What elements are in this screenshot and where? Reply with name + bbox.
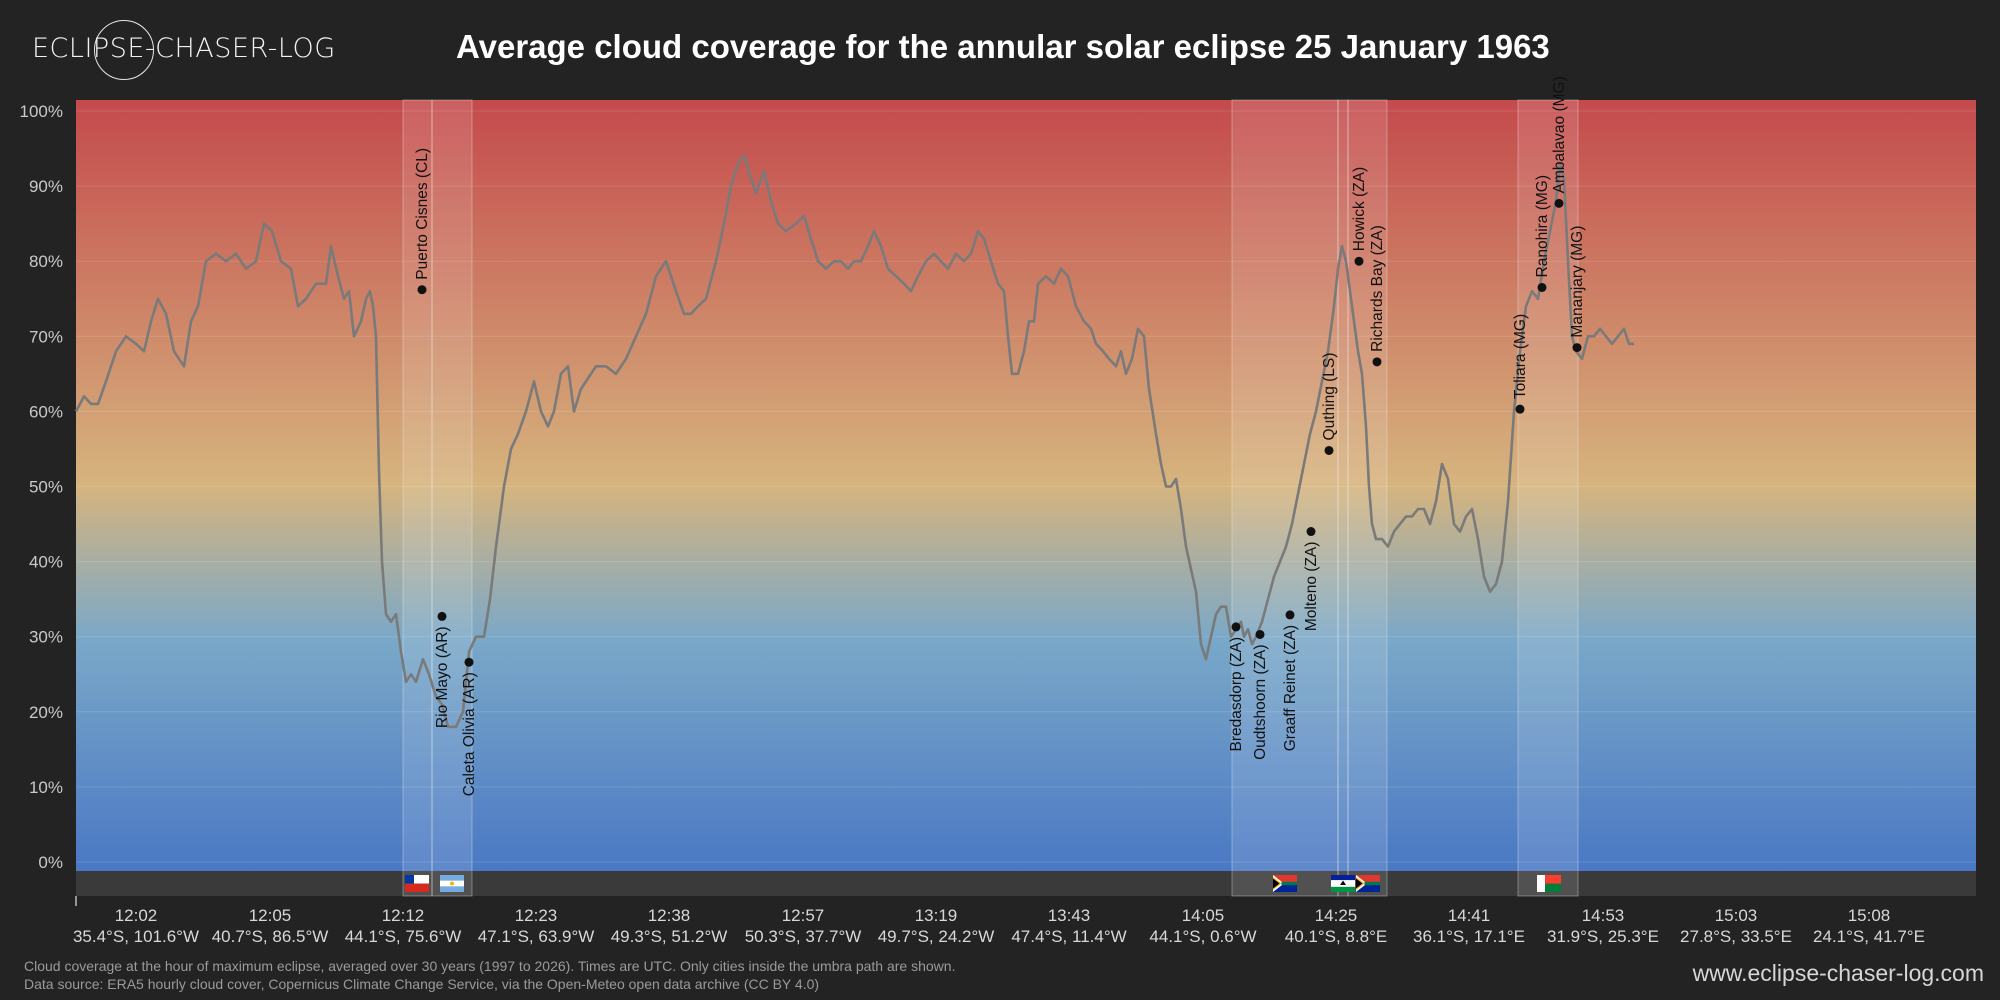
flag-za bbox=[1273, 875, 1297, 892]
footnote: Cloud coverage at the hour of maximum ec… bbox=[24, 957, 955, 993]
y-tick-label: 70% bbox=[29, 327, 63, 346]
city-label: Bredasdorp (ZA) bbox=[1228, 637, 1245, 752]
y-tick-label: 40% bbox=[29, 553, 63, 572]
x-tick-coord: 50.3°S, 37.7°W bbox=[745, 927, 862, 946]
city-label: Molteno (ZA) bbox=[1303, 542, 1320, 632]
shaded-bands bbox=[402, 99, 1579, 897]
eclipse-band bbox=[402, 99, 433, 897]
city-label: Richards Bay (ZA) bbox=[1369, 225, 1386, 352]
y-tick-label: 80% bbox=[29, 252, 63, 271]
x-tick-coord: 47.1°S, 63.9°W bbox=[478, 927, 595, 946]
x-tick-time: 12:12 bbox=[382, 906, 425, 925]
y-tick-label: 50% bbox=[29, 478, 63, 497]
city-marker bbox=[1306, 527, 1316, 537]
city-marker bbox=[1255, 629, 1265, 639]
y-tick-label: 90% bbox=[29, 177, 63, 196]
city-label: Ambalavao (MG) bbox=[1551, 76, 1568, 193]
y-tick-label: 20% bbox=[29, 703, 63, 722]
x-tick-time: 14:53 bbox=[1582, 906, 1625, 925]
x-tick-time: 14:41 bbox=[1448, 906, 1491, 925]
city-marker bbox=[1285, 610, 1295, 620]
x-tick-time: 15:03 bbox=[1715, 906, 1758, 925]
city-label: Rio Mayo (AR) bbox=[434, 626, 451, 728]
city-label: Puerto Cisnes (CL) bbox=[414, 148, 431, 280]
x-tick-time: 14:05 bbox=[1182, 906, 1225, 925]
x-tick-coord: 24.1°S, 41.7°E bbox=[1813, 927, 1925, 946]
x-tick-coord: 31.9°S, 25.3°E bbox=[1547, 927, 1659, 946]
flag-cl bbox=[405, 875, 429, 892]
city-marker bbox=[1372, 357, 1382, 367]
city-marker bbox=[1515, 404, 1525, 414]
country-flags bbox=[405, 875, 1561, 892]
chart-title: Average cloud coverage for the annular s… bbox=[456, 28, 1550, 65]
city-marker bbox=[1354, 256, 1364, 266]
city-marker bbox=[1537, 282, 1547, 292]
flag-mg bbox=[1537, 875, 1561, 892]
x-tick-coord: 40.1°S, 8.8°E bbox=[1285, 927, 1387, 946]
flag-ar bbox=[440, 875, 464, 892]
x-tick-coord: 27.8°S, 33.5°E bbox=[1680, 927, 1792, 946]
x-tick-time: 13:43 bbox=[1048, 906, 1091, 925]
city-label: Toliara (MG) bbox=[1512, 314, 1529, 399]
x-tick-coord: 40.7°S, 86.5°W bbox=[212, 927, 329, 946]
city-marker bbox=[1231, 622, 1241, 632]
x-tick-coord: 44.1°S, 75.6°W bbox=[345, 927, 462, 946]
logo-text: ECLIPSE-CHASER-LOG bbox=[32, 33, 336, 64]
x-tick-coord: 49.3°S, 51.2°W bbox=[611, 927, 728, 946]
city-markers: Puerto Cisnes (CL) Rio Mayo (AR) Caleta Ol… bbox=[414, 76, 1586, 796]
city-label: Howick (ZA) bbox=[1351, 167, 1368, 251]
city-label: Quthing (LS) bbox=[1321, 353, 1338, 441]
city-label: Ranohira (MG) bbox=[1534, 175, 1551, 278]
flag-za bbox=[1356, 875, 1380, 892]
logo-ring bbox=[94, 20, 154, 80]
x-tick-time: 12:02 bbox=[115, 906, 158, 925]
x-tick-coord: 36.1°S, 17.1°E bbox=[1413, 927, 1525, 946]
x-tick-time: 12:38 bbox=[648, 906, 691, 925]
y-tick-label: 60% bbox=[29, 402, 63, 421]
x-tick-coord: 47.4°S, 11.4°W bbox=[1011, 927, 1126, 946]
grid-lines bbox=[76, 110, 1976, 863]
logo: ECLIPSE-CHASER-LOG bbox=[32, 18, 352, 82]
plot-background bbox=[76, 100, 1976, 871]
x-tick-time: 12:57 bbox=[782, 906, 825, 925]
series-line bbox=[74, 154, 1634, 729]
x-tick-time: 15:08 bbox=[1848, 906, 1891, 925]
x-tick-time: 13:19 bbox=[915, 906, 958, 925]
y-tick-label: 10% bbox=[29, 778, 63, 797]
x-tick-time: 14:25 bbox=[1315, 906, 1358, 925]
city-label: Caleta Olivia (AR) bbox=[461, 672, 478, 796]
footnote-line-2: Data source: ERA5 hourly cloud cover, Co… bbox=[24, 976, 820, 992]
city-marker bbox=[437, 611, 447, 621]
y-axis: 0% 10% 20% 30% 40% 50% 60% 70% 80% 90% 100% bbox=[20, 102, 63, 872]
y-tick-label: 0% bbox=[38, 853, 63, 872]
x-tick-time: 12:05 bbox=[249, 906, 292, 925]
x-tick-coord: 35.4°S, 101.6°W bbox=[73, 927, 199, 946]
x-tick-coord: 44.1°S, 0.6°W bbox=[1149, 927, 1256, 946]
eclipse-band bbox=[1347, 99, 1388, 897]
eclipse-band bbox=[1337, 99, 1349, 897]
city-marker bbox=[1572, 343, 1582, 353]
footnote-line-1: Cloud coverage at the hour of maximum ec… bbox=[24, 958, 956, 974]
flag-ls bbox=[1331, 875, 1355, 892]
x-axis: 12:02 35.4°S, 101.6°W 12:05 40.7°S, 86.5°W 1… bbox=[73, 896, 1925, 946]
x-tick-time: 12:23 bbox=[515, 906, 558, 925]
y-tick-label: 30% bbox=[29, 628, 63, 647]
city-marker bbox=[464, 657, 474, 667]
y-tick-label: 100% bbox=[20, 102, 63, 121]
eclipse-band bbox=[431, 99, 473, 897]
city-label: Mananjary (MG) bbox=[1569, 226, 1586, 338]
site-url: www.eclipse-chaser-log.com bbox=[1692, 960, 1984, 986]
city-label: Oudtshoorn (ZA) bbox=[1252, 644, 1269, 759]
city-marker bbox=[417, 285, 427, 295]
city-marker bbox=[1324, 445, 1334, 455]
eclipse-band bbox=[1517, 99, 1579, 897]
city-marker bbox=[1554, 198, 1564, 208]
x-tick-coord: 49.7°S, 24.2°W bbox=[878, 927, 995, 946]
flag-strip bbox=[76, 871, 1976, 896]
eclipse-band bbox=[1231, 99, 1339, 897]
city-label: Graaff Reinet (ZA) bbox=[1282, 625, 1299, 751]
